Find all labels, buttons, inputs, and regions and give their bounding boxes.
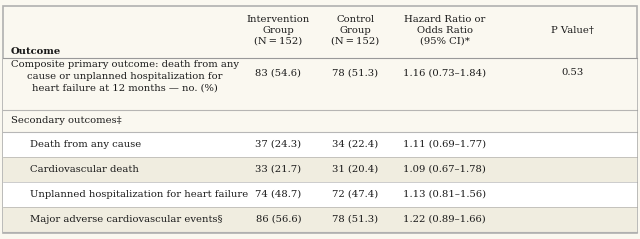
Text: P Value†: P Value† — [552, 26, 594, 35]
Text: 83 (54.6): 83 (54.6) — [255, 68, 301, 77]
Text: Control
Group
(N = 152): Control Group (N = 152) — [331, 16, 380, 45]
Text: Outcome: Outcome — [11, 47, 61, 55]
Text: Hazard Ratio or
Odds Ratio
(95% CI)*: Hazard Ratio or Odds Ratio (95% CI)* — [404, 16, 486, 45]
Text: Composite primary outcome: death from any
cause or unplanned hospitalization for: Composite primary outcome: death from an… — [11, 60, 239, 93]
Text: 34 (22.4): 34 (22.4) — [332, 140, 378, 149]
Text: 0.53: 0.53 — [562, 68, 584, 77]
FancyBboxPatch shape — [3, 207, 637, 232]
Text: 37 (24.3): 37 (24.3) — [255, 140, 301, 149]
Text: 33 (21.7): 33 (21.7) — [255, 165, 301, 174]
FancyBboxPatch shape — [3, 58, 637, 110]
Text: 78 (51.3): 78 (51.3) — [332, 215, 378, 224]
FancyBboxPatch shape — [3, 132, 637, 157]
Text: Cardiovascular death: Cardiovascular death — [30, 165, 139, 174]
Text: 1.22 (0.89–1.66): 1.22 (0.89–1.66) — [403, 215, 486, 224]
FancyBboxPatch shape — [3, 6, 637, 233]
Text: 1.11 (0.69–1.77): 1.11 (0.69–1.77) — [403, 140, 486, 149]
Text: 86 (56.6): 86 (56.6) — [255, 215, 301, 224]
Text: 1.13 (0.81–1.56): 1.13 (0.81–1.56) — [403, 190, 486, 199]
Text: Intervention
Group
(N = 152): Intervention Group (N = 152) — [247, 16, 310, 45]
Text: 74 (48.7): 74 (48.7) — [255, 190, 301, 199]
Text: Unplanned hospitalization for heart failure: Unplanned hospitalization for heart fail… — [30, 190, 248, 199]
Text: 78 (51.3): 78 (51.3) — [332, 68, 378, 77]
Text: 1.16 (0.73–1.84): 1.16 (0.73–1.84) — [403, 68, 486, 77]
Text: 31 (20.4): 31 (20.4) — [332, 165, 378, 174]
Text: Secondary outcomes‡: Secondary outcomes‡ — [11, 116, 122, 125]
FancyBboxPatch shape — [3, 157, 637, 182]
Text: Death from any cause: Death from any cause — [30, 140, 141, 149]
FancyBboxPatch shape — [3, 110, 637, 132]
FancyBboxPatch shape — [3, 182, 637, 207]
Text: 72 (47.4): 72 (47.4) — [332, 190, 378, 199]
Text: 1.09 (0.67–1.78): 1.09 (0.67–1.78) — [403, 165, 486, 174]
Text: Major adverse cardiovascular events§: Major adverse cardiovascular events§ — [30, 215, 223, 224]
